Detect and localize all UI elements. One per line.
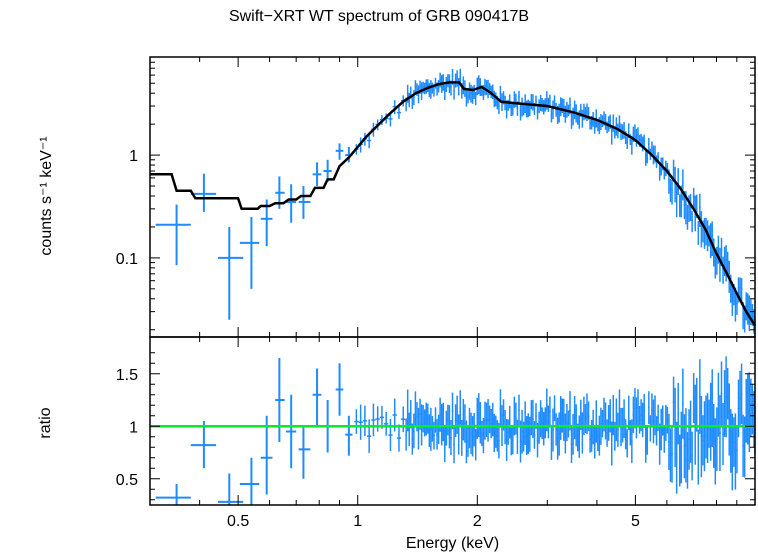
spectrum-point-3 xyxy=(239,216,260,289)
spectrum-point-9 xyxy=(323,159,332,182)
upper-y-axis-label: counts s⁻¹ keV⁻¹ xyxy=(38,136,55,256)
upper-y-tick-label: 0.1 xyxy=(116,251,138,268)
ratio-point-3 xyxy=(239,457,260,505)
spectrum-point-2 xyxy=(218,226,244,320)
x-tick-label: 0.5 xyxy=(227,513,249,530)
lower-y-axis-label: ratio xyxy=(37,407,54,439)
ratio-point-11 xyxy=(345,415,353,456)
x-tick-label: 1 xyxy=(353,513,362,530)
upper-plot xyxy=(149,56,757,338)
spectrum-point-8 xyxy=(312,162,322,187)
dense-ratio-points xyxy=(354,356,756,494)
lower-y-tick-label: 0.5 xyxy=(116,472,138,489)
ratio-point-10 xyxy=(335,363,344,416)
model-line xyxy=(150,81,757,327)
lower-plot-frame xyxy=(149,336,756,506)
spectrum-point-6 xyxy=(286,184,297,223)
tick-labels: 0.5 1 2 5 0.1 1 0.5 1 1.5 xyxy=(116,148,640,530)
upper-y-tick-label: 1 xyxy=(129,148,138,165)
ratio-point-2 xyxy=(218,473,244,505)
ratio-point-7 xyxy=(298,426,311,479)
ratio-point-8 xyxy=(312,368,322,427)
spectrum-point-4 xyxy=(260,199,273,247)
chart-title: Swift−XRT WT spectrum of GRB 090417B xyxy=(228,8,530,25)
lower-plot xyxy=(149,336,756,506)
spectrum-point-7 xyxy=(298,186,311,219)
ratio-point-5 xyxy=(275,358,285,442)
ratio-point-0 xyxy=(155,484,191,505)
x-tick-label: 5 xyxy=(631,513,640,530)
ratio-point-1 xyxy=(190,421,217,469)
spectrum-point-10 xyxy=(335,143,344,160)
spectrum-point-1 xyxy=(190,173,217,212)
x-tick-label: 2 xyxy=(473,513,482,530)
lower-y-tick-label: 1 xyxy=(129,419,138,436)
x-axis-label: Energy (keV) xyxy=(405,535,500,552)
spectrum-point-0 xyxy=(155,204,191,266)
axis-ticks xyxy=(149,56,756,505)
ratio-point-4 xyxy=(260,415,273,495)
lower-y-tick-label: 1.5 xyxy=(116,367,138,384)
ratio-point-6 xyxy=(286,394,297,469)
upper-plot-frame xyxy=(149,56,756,338)
